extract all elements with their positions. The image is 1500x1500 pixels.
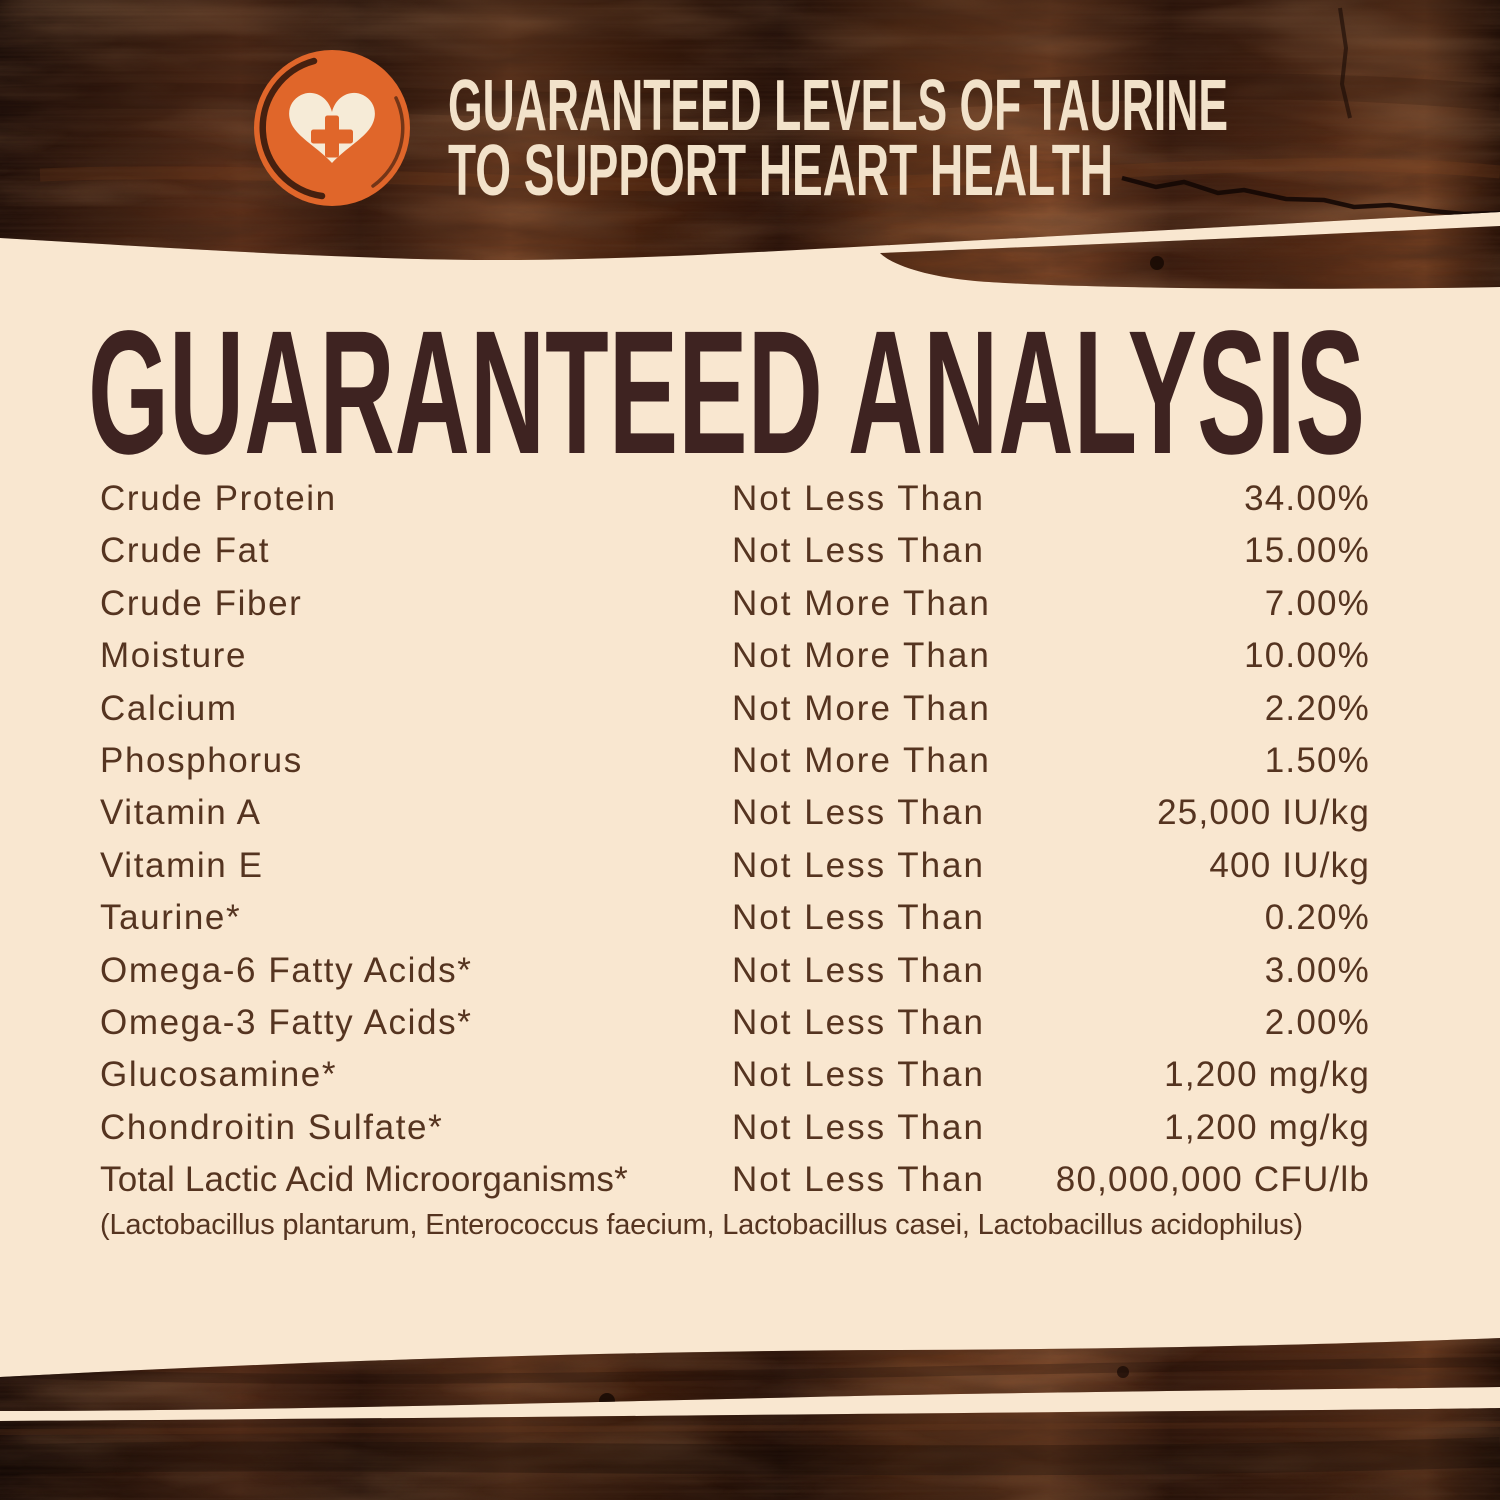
table-row: Calcium Not More Than 2.20% [100,683,1370,735]
heart-cross-badge-icon [254,50,410,206]
nutrient-name: Crude Protein [100,479,337,518]
nutrient-value: 0.20% [1264,898,1370,938]
microorganisms-footnote: (Lactobacillus plantarum, Enterococcus f… [100,1209,1303,1241]
nutrient-name: Vitamin A [100,793,262,833]
nutrient-name: Crude Fat [100,531,271,571]
nutrient-condition: Not More Than [732,583,991,623]
nutrient-value: 1,200 mg/kg [1164,1107,1370,1147]
nutrient-name: Total Lactic Acid Microorganisms* [100,1160,628,1200]
nutrient-condition: Not Less Than [732,1160,985,1200]
nutrient-value: 400 IU/kg [1209,845,1370,885]
nutrient-name: Crude Fiber [100,583,303,623]
nutrient-value: 80,000,000 CFU/lb [1055,1160,1370,1200]
page-title: GUARANTEED ANALYSIS [88,318,1365,468]
table-row: Crude Fiber Not More Than 7.00% [100,578,1370,630]
table-row: Phosphorus Not More Than 1.50% [100,735,1370,787]
table-row: Omega-6 Fatty Acids* Not Less Than 3.00% [100,945,1370,997]
nutrient-name: Chondroitin Sulfate* [100,1107,444,1147]
nutrient-value: 1.50% [1264,740,1370,780]
nutrient-condition: Not Less Than [732,479,985,518]
brush-arc-left [259,57,326,200]
guaranteed-analysis-table: Crude Protein Not Less Than 34.00% Crude… [100,473,1370,1206]
table-row: Moisture Not More Than 10.00% [100,630,1370,682]
header-line-2: TO SUPPORT HEART HEALTH [448,131,1113,210]
table-row: Total Lactic Acid Microorganisms* Not Le… [100,1154,1370,1206]
medical-cross-icon [311,115,353,158]
nutrient-name: Vitamin E [100,845,264,885]
nutrient-value: 15.00% [1244,531,1370,571]
brush-arc-right [371,96,405,188]
nutrient-value: 10.00% [1244,636,1370,676]
table-row: Glucosamine* Not Less Than 1,200 mg/kg [100,1049,1370,1101]
table-row: Taurine* Not Less Than 0.20% [100,892,1370,944]
nutrient-name: Glucosamine* [100,1055,338,1095]
nutrient-name: Omega-3 Fatty Acids* [100,1002,473,1042]
nutrient-value: 7.00% [1264,583,1370,623]
table-row: Vitamin E Not Less Than 400 IU/kg [100,840,1370,892]
nutrient-condition: Not Less Than [732,1055,985,1095]
nutrient-condition: Not Less Than [732,950,985,990]
nutrient-value: 34.00% [1244,479,1370,518]
nutrient-condition: Not Less Than [732,845,985,885]
nutrient-value: 2.00% [1264,1002,1370,1042]
nutrient-condition: Not More Than [732,740,991,780]
table-row: Crude Fat Not Less Than 15.00% [100,525,1370,577]
nutrient-name: Taurine* [100,898,242,938]
header-banner: GUARANTEED LEVELS OF TAURINE TO SUPPORT … [448,66,1228,210]
nutrient-value: 25,000 IU/kg [1157,793,1370,833]
nutrient-name: Calcium [100,688,238,728]
nutrient-name: Omega-6 Fatty Acids* [100,950,473,990]
nutrient-condition: Not Less Than [732,1002,985,1042]
nutrient-name: Moisture [100,636,248,676]
nutrient-value: 2.20% [1264,688,1370,728]
nutrient-condition: Not More Than [732,688,991,728]
section-title: GUARANTEED ANALYSIS [88,318,1365,468]
nutrient-value: 1,200 mg/kg [1164,1055,1370,1095]
nutrient-condition: Not Less Than [732,898,985,938]
nutrient-condition: Not Less Than [732,793,985,833]
nutrient-name: Phosphorus [100,740,303,780]
header-line-1: GUARANTEED LEVELS OF TAURINE [448,66,1228,146]
nutrient-condition: Not Less Than [732,1107,985,1147]
table-row: Crude Protein Not Less Than 34.00% [100,473,1370,525]
table-row: Chondroitin Sulfate* Not Less Than 1,200… [100,1102,1370,1154]
table-row: Omega-3 Fatty Acids* Not Less Than 2.00% [100,997,1370,1049]
table-row: Vitamin A Not Less Than 25,000 IU/kg [100,787,1370,839]
nutrient-condition: Not More Than [732,636,991,676]
nutrient-condition: Not Less Than [732,531,985,571]
nutrient-value: 3.00% [1264,950,1370,990]
